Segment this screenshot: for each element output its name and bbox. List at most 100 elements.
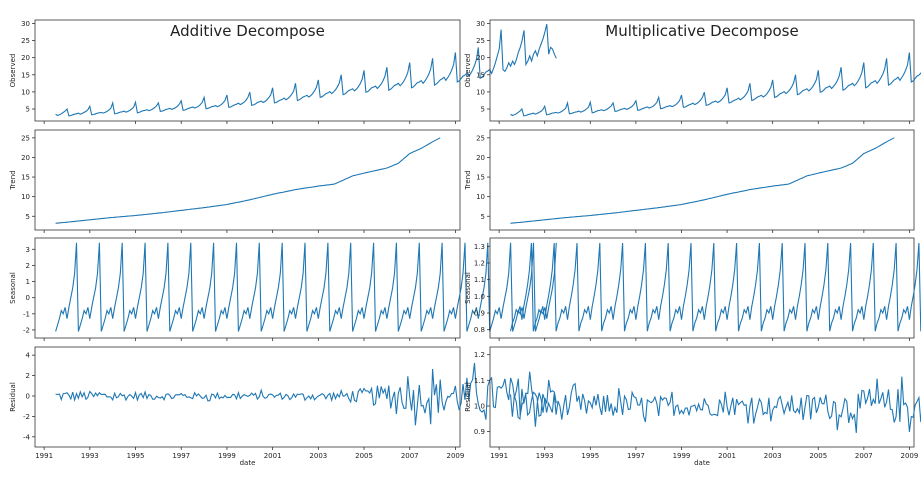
y-tick-label: -4 [23,433,31,441]
x-tick-label: 2009 [447,452,465,460]
y-tick-label: 20 [476,154,485,162]
y-tick-label: 3 [26,246,30,254]
y-tick-label: -2 [23,326,30,334]
panel-observed-additive: 5 10 15 20 25 30 Observed [9,19,557,124]
axes-frame [34,346,461,448]
y-tick-label: 15 [476,174,485,182]
y-tick-label: 30 [21,20,30,28]
y-axis-label: Trend [9,170,17,190]
x-tick-label: 2001 [718,452,736,460]
x-tick-label: 2003 [309,452,327,460]
axes-frame [34,19,461,122]
series-line [55,242,557,332]
panel-seasonal-multiplicative: 0.8 0.9 1.0 1.1 1.2 1.3 Seasonal [464,237,921,341]
y-axis-label: Residual [464,382,472,412]
y-tick-label: 5 [481,106,485,114]
y-tick-label: 0 [26,392,30,400]
y-tick-label: 0 [26,294,30,302]
y-tick-label: 1.0 [474,402,485,410]
y-axis-label: Trend [464,170,472,190]
y-tick-label: 25 [21,37,30,45]
series-line [55,137,441,224]
series-line [55,23,557,117]
x-tick-label: 1997 [627,452,645,460]
y-tick-label: 15 [21,174,30,182]
x-axis-label: date [694,459,710,467]
y-tick-label: -1 [23,310,30,318]
y-tick-label: 15 [21,71,30,79]
y-tick-label: 20 [21,154,30,162]
y-tick-label: 4 [26,352,31,360]
panel-residual-multiplicative: 0.9 1.0 1.1 1.2 1991 1993 1995 1997 1999 2001 2003… [464,346,921,460]
x-tick-label: 2001 [264,452,282,460]
x-tick-label: 1999 [218,452,236,460]
panel-residual-additive: -4 -2 0 2 4 1991 1993 1995 1997 1999 2001 2003 2005 2… [9,346,557,460]
y-tick-label: 0.9 [474,428,485,436]
axes-frame [489,237,915,339]
series-line [510,52,921,117]
y-tick-label: 0.8 [474,326,485,334]
y-tick-label: 10 [21,88,30,96]
y-tick-label: 1.1 [474,377,485,385]
panel-trend-additive: 5 10 15 20 25 Trend [9,129,461,233]
axes-frame [34,129,461,231]
axes-frame [489,346,915,448]
y-tick-label: 10 [476,193,485,201]
y-tick-label: 20 [476,54,485,62]
y-tick-label: 1.2 [474,351,485,359]
y-tick-label: 25 [476,134,485,142]
y-tick-label: 2 [26,262,30,270]
y-tick-label: 1.1 [474,276,485,284]
x-tick-label: 2005 [809,452,827,460]
panel-trend-multiplicative: 5 10 15 20 25 Trend [464,129,915,233]
y-axis-label: Observed [464,54,472,88]
series-line [55,362,557,427]
y-tick-label: 15 [476,71,485,79]
x-tick-label: 1997 [172,452,190,460]
axes-frame [489,19,915,122]
y-tick-label: 25 [21,134,30,142]
y-tick-label: 1.0 [474,293,485,301]
x-tick-label: 1991 [490,452,508,460]
x-tick-label: 1993 [81,452,99,460]
y-tick-label: 20 [21,54,30,62]
y-tick-label: 30 [476,20,485,28]
x-tick-label: 1991 [35,452,53,460]
x-tick-label: 1995 [581,452,599,460]
x-tick-label: 1993 [536,452,554,460]
y-tick-label: 5 [26,106,30,114]
y-tick-label: 1 [26,278,30,286]
y-tick-label: 1.3 [474,243,485,251]
y-axis-label: Residual [9,382,17,412]
chart-title: Additive Decompose [170,22,325,40]
x-tick-label: 2009 [901,452,919,460]
x-tick-label: 2007 [401,452,419,460]
y-tick-label: 0.9 [474,310,485,318]
x-tick-label: 2005 [355,452,373,460]
y-axis-label: Seasonal [9,272,17,304]
y-tick-label: 10 [21,193,30,201]
x-tick-label: 2007 [855,452,873,460]
chart-title: Multiplicative Decompose [605,22,798,40]
panel-observed-multiplicative: 5 10 15 20 25 30 Observed [464,19,921,124]
axes-frame [34,237,461,339]
y-axis-label: Observed [9,54,17,88]
series-line [509,376,921,433]
y-tick-label: 1.2 [474,260,485,268]
x-axis-label: date [240,459,256,467]
panel-seasonal-additive: -2 -1 0 1 2 3 Seasonal [9,237,557,341]
axes-frame [489,129,915,231]
y-tick-label: 10 [476,88,485,96]
y-axis-label: Seasonal [464,272,472,304]
series-line [509,242,921,332]
x-tick-label: 2003 [764,452,782,460]
y-tick-label: 5 [26,213,30,221]
y-tick-label: 25 [476,37,485,45]
y-tick-label: 5 [481,213,485,221]
y-tick-label: 2 [26,372,30,380]
y-tick-label: -2 [23,413,30,421]
x-tick-label: 1999 [673,452,691,460]
x-tick-label: 1995 [127,452,145,460]
series-line [510,137,895,224]
